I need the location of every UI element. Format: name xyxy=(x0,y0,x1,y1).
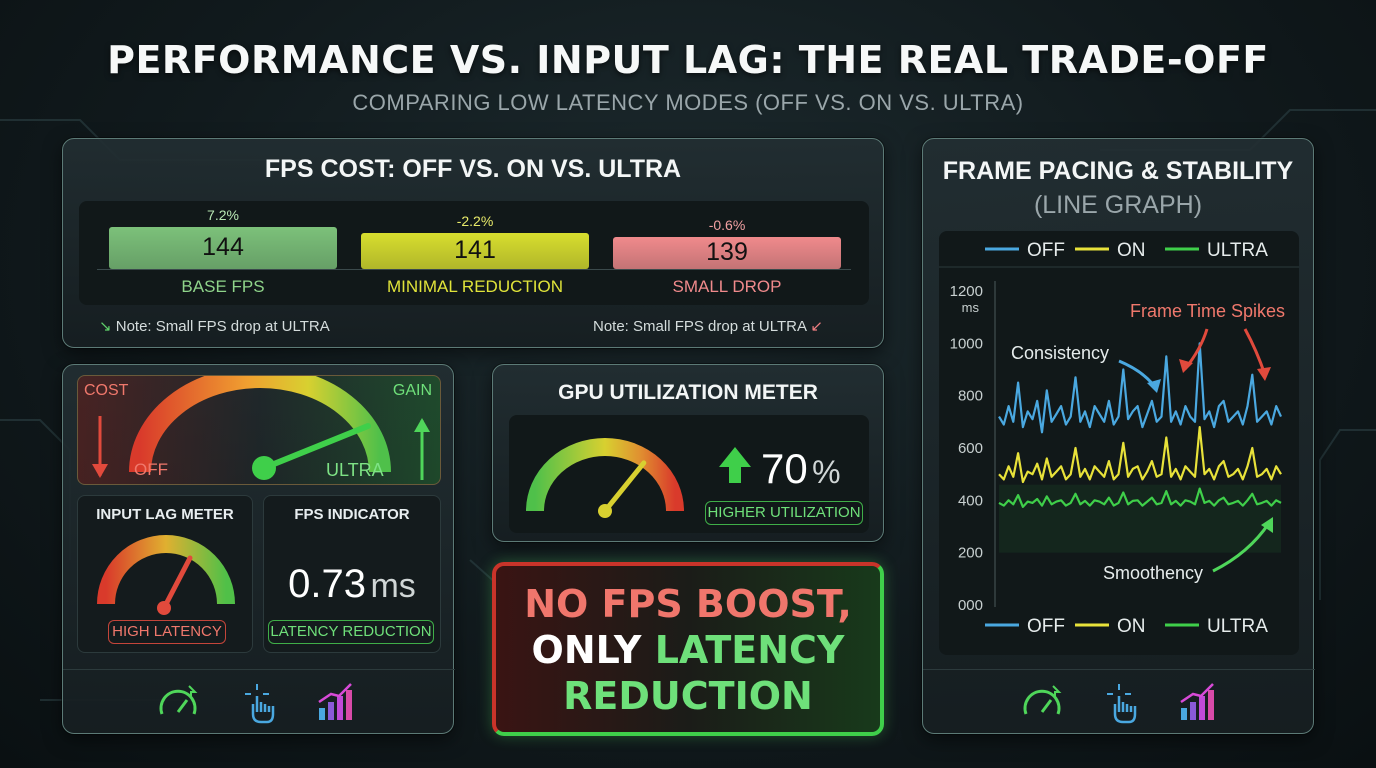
fps-bar: 144 xyxy=(109,227,337,269)
bottom-legend-label: ULTRA xyxy=(1207,616,1268,637)
series-line-on xyxy=(998,426,1282,484)
speedometer-icon xyxy=(159,685,198,715)
bottom-legend-label: ON xyxy=(1117,616,1146,637)
frame-time-spikes-label: Frame Time Spikes xyxy=(1130,301,1285,321)
top-legend-label: OFF xyxy=(1027,240,1065,261)
series-line-off xyxy=(998,342,1283,434)
gpu-gauge xyxy=(526,438,684,518)
right-icon-row xyxy=(923,669,1315,735)
cost-gain-gauge xyxy=(92,366,430,480)
gpu-meter-title: GPU UTILIZATION METER xyxy=(558,381,818,404)
fps-indicator: FPS INDICATOR 0.73 ms LATENCY REDUCTION xyxy=(263,495,441,653)
cost-label: COST xyxy=(84,382,129,399)
higher-utilization-badge: HIGHER UTILIZATION xyxy=(705,501,863,525)
input-lag-gauge xyxy=(97,535,235,615)
page-subtitle: COMPARING LOW LATENCY MODES (OFF VS. ON … xyxy=(352,90,1024,115)
bottom-legend-label: OFF xyxy=(1027,616,1065,637)
fps-indicator-unit: ms xyxy=(370,567,416,605)
gpu-gauge-needle xyxy=(602,460,647,514)
fps-bar-value: 141 xyxy=(454,236,496,264)
y-tick-label: 200 xyxy=(958,545,983,562)
high-latency-badge: HIGH LATENCY xyxy=(108,620,226,644)
smoothness-label: Smoothency xyxy=(1103,563,1203,583)
callout-line2-a: ONLY xyxy=(531,628,655,672)
left-icon-row xyxy=(63,669,455,735)
fps-bar-value: 139 xyxy=(706,238,748,266)
fps-bar-chart: 144 7.2% BASE FPS 141 -2.2% MINIMAL REDUCTION… xyxy=(79,201,869,305)
cost-gain-gauge-box: COST GAIN OFF ULTRA xyxy=(77,366,441,485)
y-tick-label: 000 xyxy=(958,597,983,614)
input-lag-title: INPUT LAG METER xyxy=(96,506,234,523)
series-line-ultra xyxy=(998,487,1282,508)
note-left: ↘ Note: Small FPS drop at ULTRA xyxy=(99,317,330,335)
note-right-text: Note: Small FPS drop at ULTRA xyxy=(593,318,807,335)
y-tick-label: 600 xyxy=(958,440,983,457)
top-legend-label: ULTRA xyxy=(1207,240,1268,261)
bar-chart-icon xyxy=(1180,683,1214,720)
consistency-arrow-head xyxy=(1147,379,1161,393)
bar-baseline xyxy=(97,269,851,270)
curved-arrow-icon: ↙ xyxy=(810,318,823,335)
latency-reduction-badge: LATENCY REDUCTION xyxy=(268,620,434,644)
arrow-up-icon xyxy=(719,447,751,483)
speedometer-icon xyxy=(1023,685,1062,715)
fps-bar-category: SMALL DROP xyxy=(672,277,782,296)
fps-cost-title: FPS COST: OFF VS. ON VS. ULTRA xyxy=(264,155,682,183)
smoothness-arrow-head xyxy=(1261,517,1273,533)
fps-bar-category: BASE FPS xyxy=(181,277,265,296)
fps-bar: 141 xyxy=(361,233,589,269)
spike-arrow-right-head xyxy=(1257,367,1271,381)
y-tick-label: 1200 xyxy=(950,283,983,300)
smoothness-arrow xyxy=(1212,522,1271,573)
off-label: OFF xyxy=(134,460,168,479)
ultra-band xyxy=(999,484,1281,553)
gpu-utilization-panel: GPU UTILIZATION METER 70 % HIGHER UTILIZ… xyxy=(492,364,884,542)
touch-gesture-icon xyxy=(1107,684,1137,724)
fps-bar-category: MINIMAL REDUCTION xyxy=(387,277,563,296)
gpu-unit: % xyxy=(812,454,841,490)
note-left-text: Note: Small FPS drop at ULTRA xyxy=(115,318,330,335)
gpu-readout: 70 % xyxy=(761,445,841,493)
frame-pacing-subtitle: (LINE GRAPH) xyxy=(1033,191,1203,219)
latency-gauge-panel: COST GAIN OFF ULTRA INPUT LAG METER HIGH… xyxy=(62,364,455,735)
fps-bar-percent: 7.2% xyxy=(207,207,239,223)
top-legend-label: ON xyxy=(1117,240,1146,261)
spike-arrow-left-head xyxy=(1179,359,1193,373)
y-tick-label: 1000 xyxy=(950,335,983,352)
ultra-label: ULTRA xyxy=(326,460,384,480)
frame-pacing-title: FRAME PACING & STABILITY xyxy=(942,157,1294,185)
gpu-meter-body: 70 % HIGHER UTILIZATION xyxy=(509,415,869,533)
fps-bar: 139 xyxy=(613,237,841,269)
line-graph-area: OFF ON ULTRA OFF ON ULTRA 000 200 400 600 800 1000 1… xyxy=(939,231,1299,655)
fps-cost-panel: FPS COST: OFF VS. ON VS. ULTRA 144 7.2% BA… xyxy=(62,138,884,348)
consistency-label: Consistency xyxy=(1011,343,1109,363)
y-axis-unit: ms xyxy=(962,300,980,315)
callout-line1: NO FPS BOOST, xyxy=(524,582,852,626)
fps-bar-value: 144 xyxy=(202,233,244,261)
fps-indicator-title: FPS INDICATOR xyxy=(294,506,410,523)
no-fps-boost-callout: NO FPS BOOST, ONLY LATENCY REDUCTION xyxy=(492,562,884,736)
bar-chart-icon xyxy=(318,683,352,720)
spike-arrow-right xyxy=(1243,328,1267,376)
frame-time-line-chart: OFF ON ULTRA OFF ON ULTRA 000 200 400 600 800 1000 1… xyxy=(939,240,1299,637)
note-right: Note: Small FPS drop at ULTRA ↙ xyxy=(593,317,823,335)
fps-bar-percent: -0.6% xyxy=(708,217,746,233)
frame-pacing-panel: FRAME PACING & STABILITY (LINE GRAPH) OF… xyxy=(922,138,1315,735)
fps-bars: 144 7.2% BASE FPS 141 -2.2% MINIMAL REDUCTION… xyxy=(79,201,869,305)
callout-line2: ONLY LATENCY xyxy=(496,628,880,672)
input-lag-meter: INPUT LAG METER HIGH LATENCY xyxy=(77,495,253,653)
fps-bar-percent: -2.2% xyxy=(456,213,494,229)
gpu-value: 70 xyxy=(761,445,808,492)
gain-label: GAIN xyxy=(392,382,432,399)
callout-line2-b: LATENCY xyxy=(654,628,845,672)
fps-indicator-value: 0.73 xyxy=(288,562,367,606)
page-title: PERFORMANCE VS. INPUT LAG: THE REAL TRAD… xyxy=(107,38,1269,82)
y-tick-label: 400 xyxy=(958,492,983,509)
curved-arrow-icon: ↘ xyxy=(99,318,112,335)
callout-line3: REDUCTION xyxy=(563,674,813,718)
touch-gesture-icon xyxy=(245,684,275,724)
y-tick-label: 800 xyxy=(958,388,983,405)
fps-indicator-readout: 0.73 ms xyxy=(264,562,440,607)
